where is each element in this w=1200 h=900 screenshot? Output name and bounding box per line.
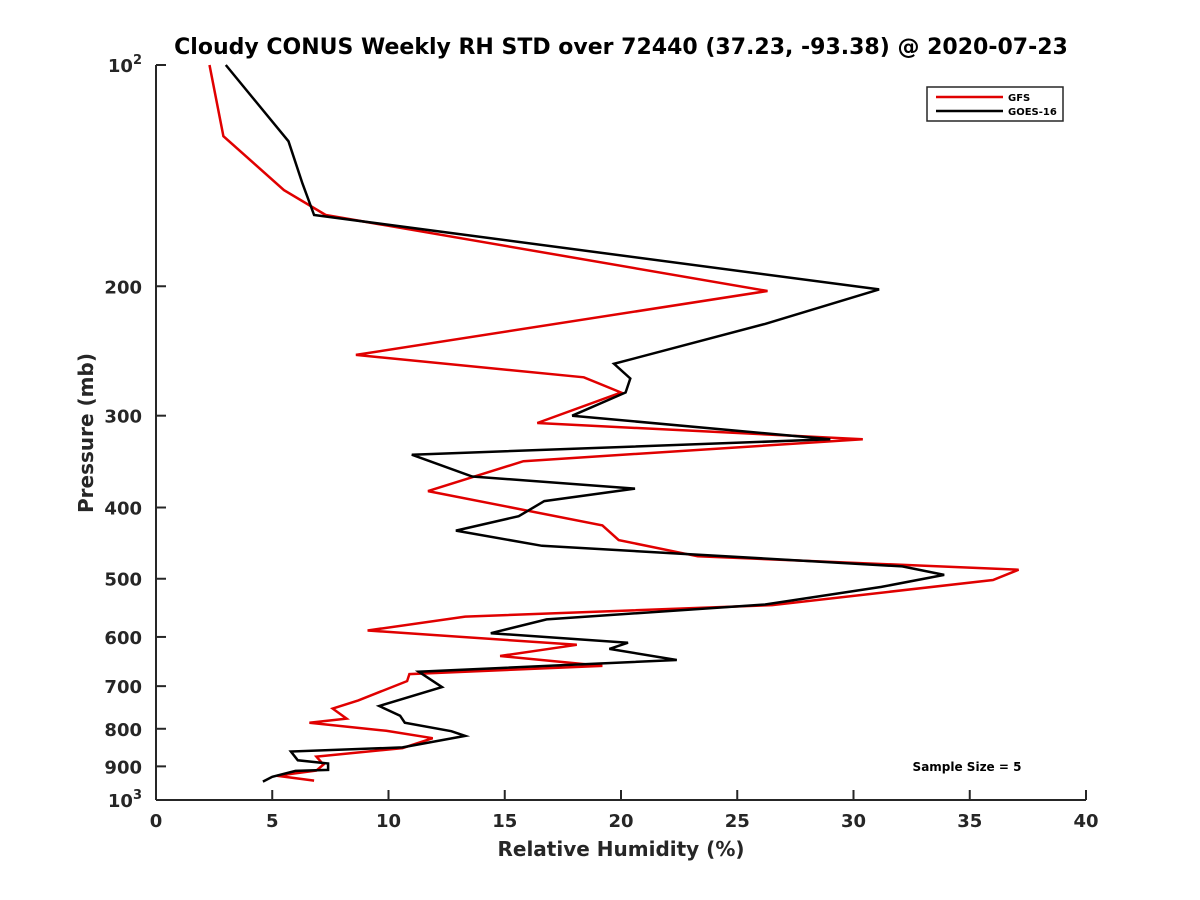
series-line-gfs xyxy=(208,64,1020,782)
sample-size-annotation: Sample Size = 5 xyxy=(913,760,1022,774)
y-tick-label-700: 700 xyxy=(104,677,142,698)
x-tick-label-40: 40 xyxy=(1073,811,1098,832)
x-tick-label-30: 30 xyxy=(841,811,866,832)
y-tick-label-1000: 103 xyxy=(108,788,142,812)
legend-box xyxy=(926,86,1064,122)
x-tick-label-15: 15 xyxy=(492,811,517,832)
y-tick-label-100: 102 xyxy=(108,53,142,77)
y-tick-label-800: 800 xyxy=(104,720,142,741)
x-axis-ticks: 0 5 10 15 20 25 30 35 40 xyxy=(150,790,1099,832)
y-axis-label: Pressure (mb) xyxy=(74,353,98,513)
y-axis-ticks: 102 200 300 400 500 600 700 800 900 103 xyxy=(104,53,166,812)
x-tick-label-0: 0 xyxy=(150,811,163,832)
y-tick-label-400: 400 xyxy=(104,499,142,520)
legend-label-gfs: GFS xyxy=(1008,93,1030,104)
x-tick-label-20: 20 xyxy=(608,811,633,832)
y-tick-label-900: 900 xyxy=(104,757,142,778)
x-axis-label: Relative Humidity (%) xyxy=(497,837,744,861)
y-tick-label-200: 200 xyxy=(104,277,142,298)
series-line-goes16 xyxy=(224,64,945,783)
legend-label-goes16: GOES-16 xyxy=(1008,107,1057,118)
plot-area xyxy=(208,64,1020,783)
x-tick-label-35: 35 xyxy=(957,811,982,832)
y-tick-label-500: 500 xyxy=(104,570,142,591)
x-tick-label-5: 5 xyxy=(266,811,279,832)
x-tick-label-10: 10 xyxy=(376,811,401,832)
chart-title: Cloudy CONUS Weekly RH STD over 72440 (3… xyxy=(174,35,1068,60)
x-tick-label-25: 25 xyxy=(725,811,750,832)
y-tick-label-300: 300 xyxy=(104,407,142,428)
legend: GFS GOES-16 xyxy=(926,86,1064,122)
y-tick-label-600: 600 xyxy=(104,628,142,649)
